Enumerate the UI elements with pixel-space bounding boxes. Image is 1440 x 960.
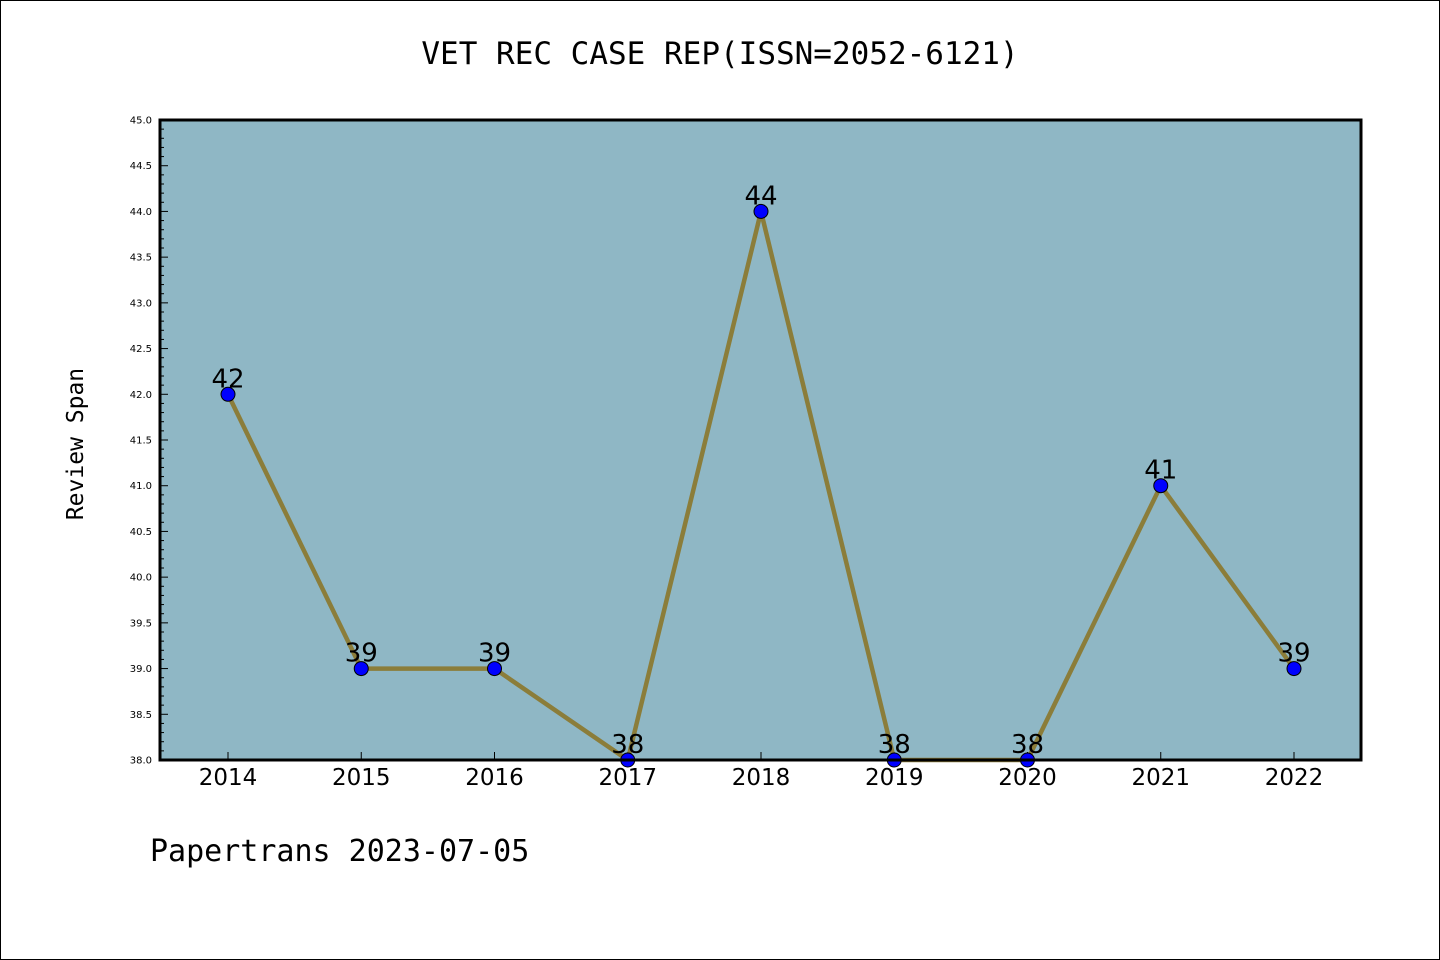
data-point — [1286, 661, 1302, 677]
y-tick-label: 44.5 — [130, 161, 152, 172]
y-tick-label: 41.0 — [130, 481, 152, 492]
data-label: 38 — [1011, 730, 1044, 760]
data-label: 44 — [744, 181, 777, 211]
x-tick-label: 2022 — [1265, 765, 1324, 791]
data-point — [353, 661, 369, 677]
data-point — [1153, 478, 1169, 494]
x-axis-ticks: 2014 2015 2016 2017 2018 2019 2020 2021 2022 — [199, 752, 1324, 791]
y-tick-label: 40.0 — [130, 573, 152, 584]
chart-title: VET REC CASE REP(ISSN=2052-6121) — [421, 36, 1019, 72]
data-label: 39 — [478, 639, 511, 669]
data-point — [220, 386, 236, 402]
data-label: 42 — [211, 364, 244, 394]
x-tick-label: 2014 — [199, 765, 258, 791]
x-tick-label: 2016 — [465, 765, 524, 791]
y-tick-label: 42.5 — [130, 344, 152, 355]
y-tick-label: 39.0 — [130, 664, 152, 675]
plot-area — [160, 120, 1361, 760]
y-tick-label: 43.5 — [130, 253, 152, 264]
y-tick-label: 44.0 — [130, 207, 152, 218]
y-tick-label: 41.5 — [130, 436, 152, 447]
x-tick-label: 2019 — [865, 765, 924, 791]
data-label: 41 — [1144, 456, 1177, 486]
y-tick-label: 45.0 — [130, 116, 152, 127]
x-tick-label: 2020 — [998, 765, 1057, 791]
y-tick-label: 39.5 — [130, 618, 152, 629]
data-label: 38 — [878, 730, 911, 760]
x-tick-label: 2018 — [732, 765, 791, 791]
y-tick-label: 38.0 — [130, 756, 152, 767]
x-tick-label: 2021 — [1131, 765, 1190, 791]
data-label: 38 — [611, 730, 644, 760]
data-labels: 42 39 39 38 44 38 38 41 39 — [211, 181, 1310, 760]
data-point — [753, 203, 769, 219]
data-point — [487, 661, 502, 677]
y-axis-ticks: 38.0 38.5 39.0 39.5 40.0 40.5 41.0 41.5 42.0 42.5… — [130, 116, 168, 767]
x-tick-label: 2015 — [332, 765, 391, 791]
y-tick-label: 40.5 — [130, 527, 152, 538]
data-label: 39 — [345, 639, 378, 669]
plot-border — [158, 118, 1363, 762]
y-tick-label: 38.5 — [130, 710, 152, 721]
data-label: 39 — [1277, 639, 1310, 669]
x-tick-label: 2017 — [598, 765, 657, 791]
y-tick-label: 42.0 — [130, 390, 152, 401]
y-tick-label: 43.0 — [130, 298, 152, 309]
footer-text: Papertrans 2023-07-05 — [150, 834, 530, 869]
